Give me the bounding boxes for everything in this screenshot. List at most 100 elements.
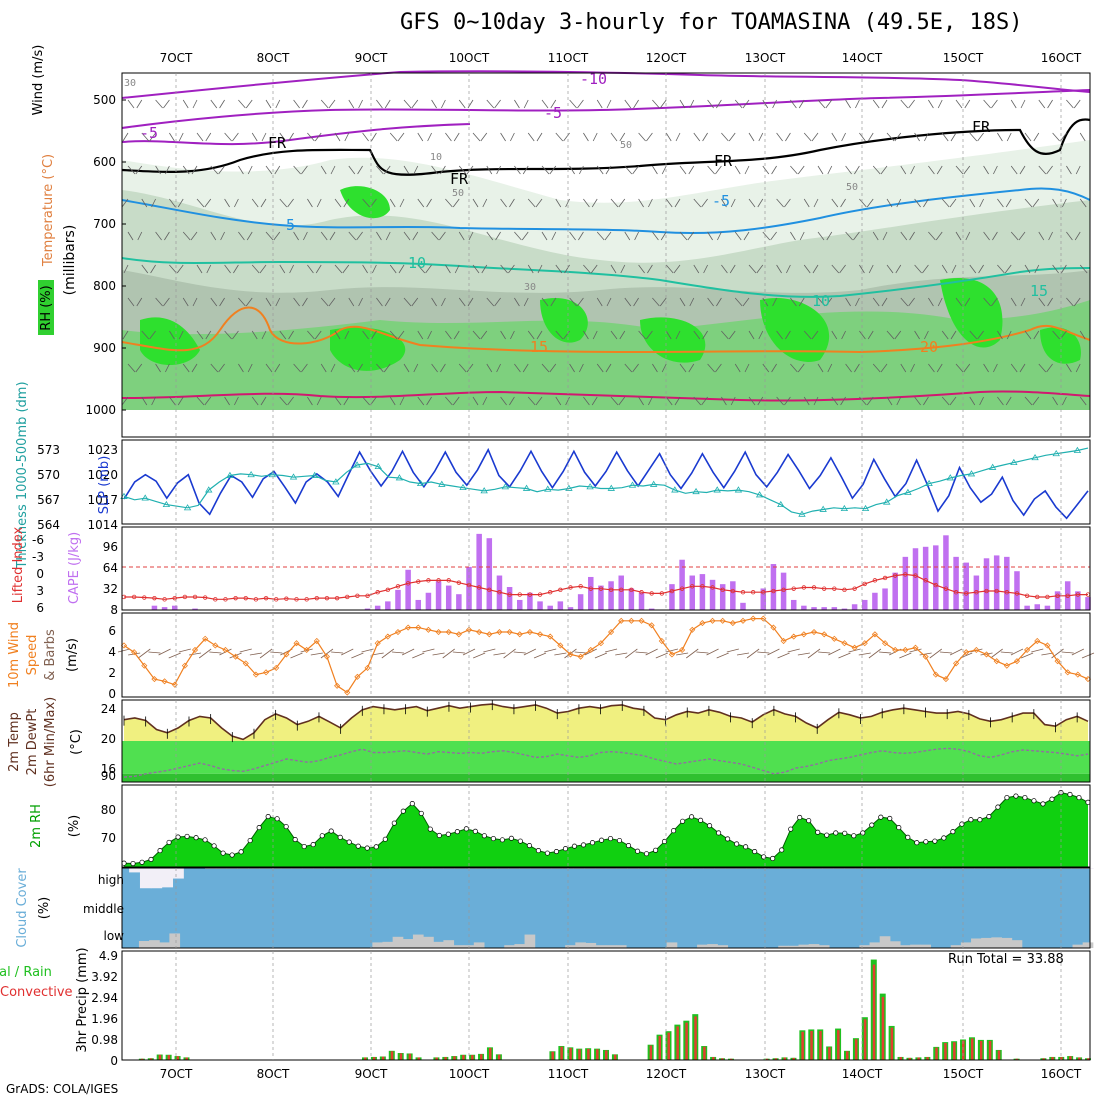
precip-convective-bar [364,1057,367,1060]
rh-marker [1004,795,1010,801]
cape-bar [983,558,990,610]
rh-marker [869,822,875,828]
wind-speed-marker [638,617,645,624]
li-marker [537,592,543,597]
wind-barb [1010,99,1017,109]
wind-barb [342,264,350,274]
wind-barb [137,231,143,241]
wind-barb [151,198,156,208]
wind-barb [224,330,232,340]
date-tick-top: 16OCT [1041,51,1082,65]
cape-bar [831,607,838,610]
wind-barb [675,330,681,340]
ylabel-wind-barbs: & Barbs [43,629,58,681]
wind-barb [155,297,163,307]
wind-barb [1024,396,1033,406]
wind-speed-marker [800,631,807,638]
date-tick-top: 14OCT [842,51,883,65]
thickness-marker [395,474,404,481]
precip-convective-bar [381,1056,385,1060]
wind-barb [583,264,591,274]
wind-barb [303,231,308,241]
wind-barb [687,231,695,241]
wind-barb [665,264,674,274]
cloud-low-bar [960,942,972,948]
precip-convective-bar [488,1047,492,1060]
wind-barb [198,648,212,659]
wind-barb [441,297,446,307]
wind-barb [555,198,562,208]
wind-barb [784,396,791,406]
wind-barb [1006,330,1012,340]
rh-marker [1076,795,1082,801]
wind-barb [509,396,515,406]
wind-barb [565,396,570,406]
wind-barb [909,231,915,241]
wind-barb [176,264,184,274]
rh-tick: 70 [101,831,116,845]
wind-barb [868,648,882,659]
wind-barb [486,231,494,241]
wind-barb [427,330,432,340]
wind-barb [413,363,419,373]
wind-barb [293,363,301,373]
wind-speed-marker [780,637,787,645]
wind-barb [383,165,391,175]
wind-barb [855,99,860,109]
ylabel-wind-units: (m/s) [65,638,80,672]
wind-barb [748,198,756,208]
rh-marker [292,837,298,843]
cape-tick: 32 [103,582,118,596]
wind-barb [135,363,143,373]
wind-barb [514,231,522,241]
cape-bar [851,604,858,610]
wind-barb [555,132,564,142]
wind-barb [900,165,907,175]
precip-convective-bar [1078,1057,1081,1060]
wind-barb [771,363,777,373]
cape-bar [669,584,675,610]
rh-marker [653,847,659,853]
wind-barb [1066,297,1074,307]
precip-convective-bar [676,1026,679,1060]
wind-barb [551,231,557,241]
wind-barb [659,99,667,109]
wind-speed-marker [354,673,361,680]
cape-bar [872,592,878,610]
wind-barb [196,264,203,274]
wind-barb [679,363,687,373]
wind-barb [827,363,833,373]
precip-convective-bar [658,1035,662,1060]
precip-convective-bar [721,1058,724,1060]
wind-barb [716,99,722,109]
wind-barb [983,297,991,307]
wind-speed-marker [831,635,838,642]
li-marker [1035,594,1040,600]
thickness-tick: 567 [37,493,60,507]
wind-barb [523,648,537,656]
precip-tick: 4.9 [99,949,118,963]
wind-barb [403,231,411,241]
cape-bar [161,607,168,610]
wind-barb [799,231,805,241]
cape-bar [516,599,523,610]
grads-credit: GrADS: COLA/IGES [6,1082,119,1096]
li-marker [862,581,867,587]
cloud-low-bar [382,941,394,948]
wind-barb [859,396,867,406]
precip-convective-bar [801,1031,804,1060]
wind-barb [679,231,688,241]
wind-barb [577,99,584,109]
wind-barb [205,330,212,340]
cloud-low-bar [402,939,414,948]
wind-barb [886,264,894,274]
wind-barb [555,330,564,340]
wind-barb [592,132,598,142]
wind-barb [287,198,294,208]
wind-barb [265,231,274,241]
precip-convective-bar [417,1057,421,1060]
contour-label: -5 [544,104,562,122]
wind-barb [610,396,619,406]
li-marker [639,590,644,595]
li-marker [172,595,177,601]
